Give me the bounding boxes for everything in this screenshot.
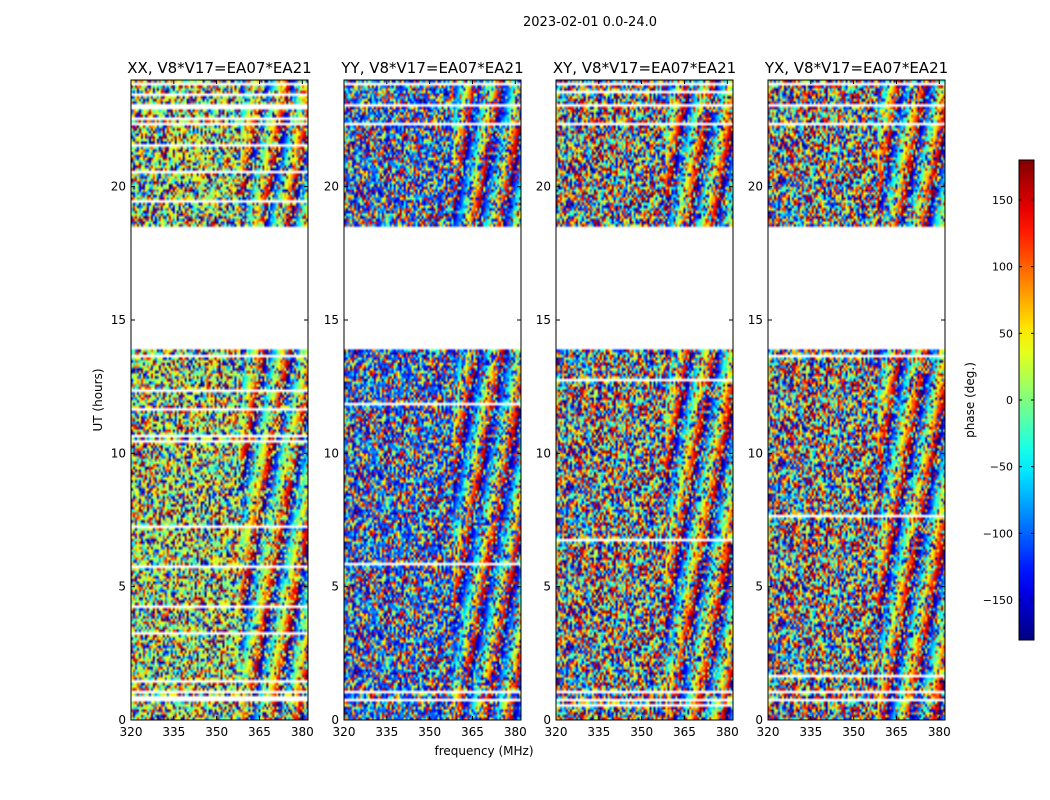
y-tick-label: 0 (331, 713, 339, 727)
y-tick-label: 20 (748, 180, 763, 194)
x-tick-label: 335 (375, 725, 398, 739)
panel-title-3: YX, V8*V17=EA07*EA21 (764, 59, 948, 77)
x-tick-label: 365 (248, 725, 271, 739)
y-tick-label: 20 (536, 180, 551, 194)
y-tick-label: 15 (748, 313, 763, 327)
x-axis-label: frequency (MHz) (434, 744, 533, 758)
x-tick-label: 380 (291, 725, 314, 739)
y-tick-label: 0 (118, 713, 126, 727)
y-tick-label: 0 (543, 713, 551, 727)
y-tick-label: 5 (543, 580, 551, 594)
panel-2: XY, V8*V17=EA07*EA21 320 335 350 365 380 0 5 10 1… (536, 59, 739, 739)
x-tick-label: 365 (461, 725, 484, 739)
y-tick-label: 15 (536, 313, 551, 327)
colorbar-tick-label: −50 (990, 461, 1013, 474)
y-tick-label: 15 (111, 313, 126, 327)
x-tick-label: 320 (545, 725, 568, 739)
y-tick-label: 20 (111, 180, 126, 194)
colorbar-label: phase (deg.) (963, 362, 977, 438)
colorbar-tick-label: 0 (1006, 394, 1013, 407)
panel-frame-1 (343, 79, 522, 721)
x-tick-label: 320 (757, 725, 780, 739)
x-tick-label: 350 (842, 725, 865, 739)
x-tick-label: 380 (504, 725, 527, 739)
heatmap-2 (556, 80, 733, 720)
heatmap-1 (344, 80, 521, 720)
x-tick-label: 335 (799, 725, 822, 739)
y-tick-label: 10 (111, 446, 126, 460)
x-tick-label: 350 (418, 725, 441, 739)
figure-title: 2023-02-01 0.0-24.0 (523, 15, 657, 30)
x-tick-label: 380 (716, 725, 739, 739)
colorbar-tick-label: 50 (999, 327, 1013, 340)
panel-title-0: XX, V8*V17=EA07*EA21 (127, 59, 311, 77)
y-tick-label: 10 (748, 446, 763, 460)
x-tick-label: 320 (333, 725, 356, 739)
x-tick-label: 365 (673, 725, 696, 739)
x-tick-label: 350 (630, 725, 653, 739)
panel-0: XX, V8*V17=EA07*EA21 320 335 350 365 380 0 5 10 1… (111, 59, 314, 739)
heatmap-3 (768, 80, 945, 720)
x-tick-label: 335 (587, 725, 610, 739)
y-axis-label: UT (hours) (91, 368, 105, 431)
y-tick-label: 10 (324, 446, 339, 460)
colorbar-tick-label: −150 (983, 594, 1013, 607)
heatmap-0 (131, 80, 308, 720)
x-tick-label: 335 (162, 725, 185, 739)
panel-3: YX, V8*V17=EA07*EA21 320 335 350 365 380 0 5 10 1… (748, 59, 951, 739)
y-tick-label: 20 (324, 180, 339, 194)
colorbar-tick-label: 150 (992, 194, 1013, 207)
panel-1: YY, V8*V17=EA07*EA21 320 335 350 365 380 0 5 10 1… (324, 59, 527, 739)
colorbar-tick-label: 100 (992, 261, 1013, 274)
y-tick-label: 5 (755, 580, 763, 594)
panel-frame-2 (555, 79, 734, 721)
x-tick-label: 365 (885, 725, 908, 739)
colorbar: 150 100 50 0 −50 −100 −150 (983, 159, 1035, 641)
x-tick-label: 350 (205, 725, 228, 739)
panel-title-2: XY, V8*V17=EA07*EA21 (553, 59, 736, 77)
panel-frame-3 (767, 79, 946, 721)
colorbar-tick-label: −100 (983, 527, 1013, 540)
y-tick-label: 5 (331, 580, 339, 594)
y-tick-label: 15 (324, 313, 339, 327)
panel-frame-0 (130, 79, 309, 721)
y-tick-label: 0 (755, 713, 763, 727)
panel-title-1: YY, V8*V17=EA07*EA21 (340, 59, 523, 77)
x-tick-label: 320 (120, 725, 143, 739)
x-tick-label: 380 (928, 725, 951, 739)
panels-group: XX, V8*V17=EA07*EA21 320 335 350 365 380 0 5 10 1… (111, 59, 951, 739)
y-tick-label: 5 (118, 580, 126, 594)
y-tick-label: 10 (536, 446, 551, 460)
